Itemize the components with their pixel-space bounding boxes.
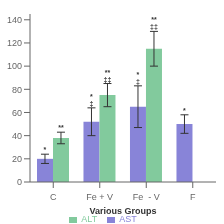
svg-text:120: 120 bbox=[8, 38, 22, 48]
svg-text:**‡‡: **‡‡ bbox=[104, 69, 112, 83]
html-text:AST: AST bbox=[119, 214, 137, 224]
svg-text:20: 20 bbox=[12, 154, 22, 164]
svg-text:140: 140 bbox=[8, 15, 22, 25]
svg-text:**‡‡: **‡‡ bbox=[150, 16, 158, 30]
svg-text:F: F bbox=[190, 192, 196, 202]
svg-text:*: * bbox=[183, 107, 186, 114]
svg-text:40: 40 bbox=[12, 131, 22, 141]
svg-text:Fe + V: Fe + V bbox=[86, 192, 113, 202]
svg-text:Fe - V: Fe - V bbox=[133, 192, 160, 202]
html-text:ALT: ALT bbox=[81, 214, 98, 224]
svg-text:**: ** bbox=[58, 124, 64, 131]
svg-text:100: 100 bbox=[8, 61, 22, 71]
svg-text:*‡: *‡ bbox=[136, 71, 140, 85]
svg-text:*: * bbox=[44, 146, 47, 153]
svg-text:60: 60 bbox=[12, 108, 22, 118]
svg-text:*‡: *‡ bbox=[90, 93, 94, 107]
svg-text:80: 80 bbox=[12, 85, 22, 95]
svg-text:Various Groups: Various Groups bbox=[89, 206, 156, 216]
svg-text:0: 0 bbox=[17, 177, 22, 187]
svg-text:C: C bbox=[50, 192, 57, 202]
